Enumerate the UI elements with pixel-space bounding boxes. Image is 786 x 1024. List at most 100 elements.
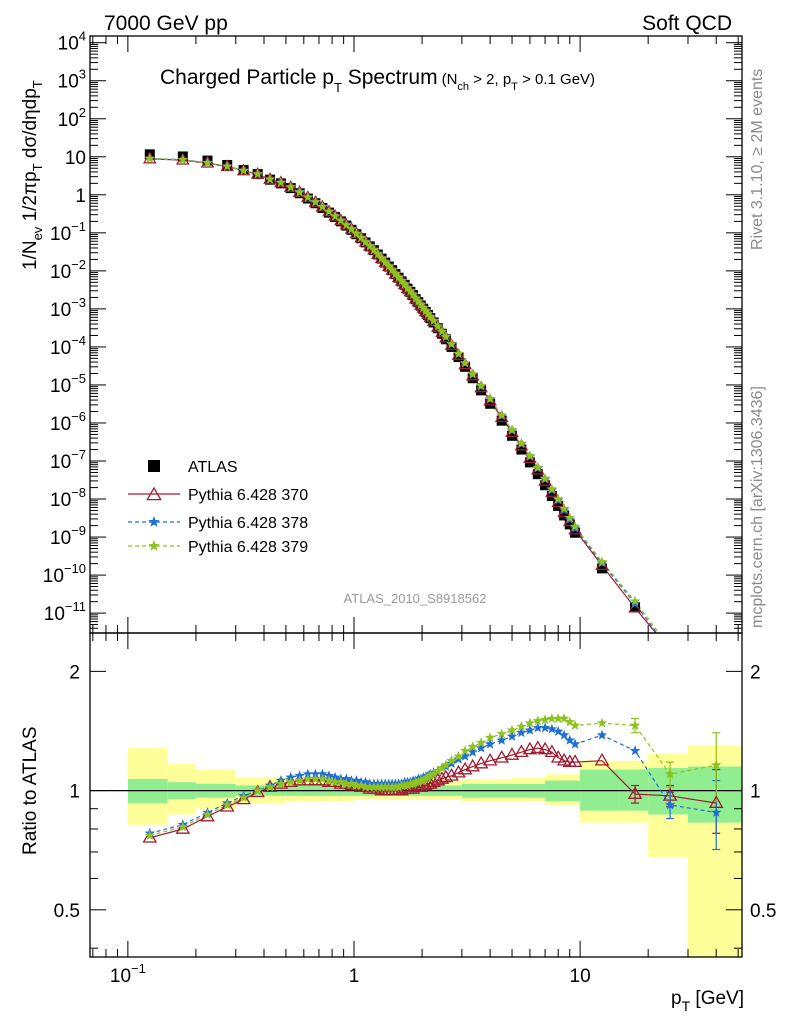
pythia-6-428-370-ratio-point-53 — [504, 747, 520, 760]
pythia-6-428-379-ratio-point-61 — [564, 716, 575, 727]
pythia-6-428-379-ratio-point-64 — [629, 720, 641, 730]
ratio-uncertainty-bands — [90, 745, 742, 957]
pythia-6-428-379-main-point-59 — [553, 493, 564, 504]
pythia-6-428-379-main-point-7 — [275, 177, 287, 188]
pythia-6-428-379-ratio-point-55 — [524, 717, 536, 728]
pythia-6-428-379-ratio-point-3 — [222, 799, 233, 810]
pythia-6-428-379-ratio-point-51 — [484, 732, 496, 743]
pythia-6-428-370-ratio-point-44 — [434, 771, 450, 784]
pythia-6-428-379-main-point-12 — [317, 201, 328, 212]
pythia-6-428-379-ratio-point-12 — [317, 773, 328, 784]
ratio-ytick-label-right-0: 0.5 — [750, 901, 776, 922]
atlas-point-63 — [597, 563, 608, 574]
pythia-6-428-378-ratio-point-62 — [569, 738, 581, 749]
pythia-6-428-370-ratio-point-1 — [175, 821, 191, 834]
main-ytick-label--5: 10−5 — [50, 371, 86, 397]
pythia-6-428-379-ratio-point-18 — [351, 780, 362, 790]
pythia-6-428-370-ratio-point-46 — [444, 768, 459, 781]
pythia-6-428-370-main-point-49 — [465, 368, 480, 381]
pythia-6-428-378-ratio-point-60 — [558, 729, 570, 740]
pythia-6-428-379-ratio-point-14 — [329, 776, 341, 787]
pythia-6-428-379-main-point-34 — [407, 289, 419, 299]
pythia-6-428-379-ratio-point-41 — [425, 770, 436, 781]
legend-label-pythia-6-428-370: Pythia 6.428 370 — [188, 487, 308, 504]
x-axis-label: pT [GeV] — [671, 988, 744, 1014]
pythia-6-428-378-main-point-66 — [711, 696, 722, 706]
pythia-6-428-379-ratio-point-54 — [516, 721, 527, 732]
main-line-pythia-6-428-379 — [149, 158, 660, 633]
pythia-6-428-370-ratio-point-37 — [413, 779, 429, 793]
pythia-6-428-379-main-point-53 — [506, 424, 518, 435]
pythia-6-428-370-main-point-62 — [568, 522, 582, 535]
legend-marker-pythia-6-428-378 — [148, 516, 160, 527]
pythia-6-428-379-ratio-point-48 — [459, 745, 471, 756]
pythia-6-428-370-ratio-point-64 — [627, 786, 643, 799]
pythia-6-428-379-main-point-64 — [629, 595, 641, 606]
pythia-6-428-379-ratio-point-43 — [432, 765, 444, 776]
pythia-6-428-370-main-point-61 — [562, 514, 577, 527]
pythia-6-428-378-ratio-point-46 — [446, 758, 457, 768]
pythia-6-428-379-main-point-10 — [302, 191, 314, 202]
pythia-6-428-379-ratio-point-19 — [355, 780, 367, 790]
ratio-panel-marks — [142, 713, 724, 851]
pythia-6-428-379-ratio-point-9 — [294, 775, 305, 785]
ratio-ytick-label-left-0: 0.5 — [54, 901, 80, 922]
pythia-6-428-378-ratio-point-54 — [516, 727, 527, 738]
pythia-6-428-378-ratio-point-50 — [475, 742, 487, 753]
pythia-6-428-379-main-point-45 — [440, 331, 452, 342]
main-y-axis-label: 1/Nev 1/2πpT dσ/dηdpT — [20, 80, 45, 270]
pythia-6-428-379-ratio-point-65 — [664, 768, 676, 779]
pythia-6-428-378-ratio-point-61 — [564, 734, 575, 745]
main-line-pythia-6-428-378 — [149, 157, 658, 633]
main-ytick-label-4: 104 — [58, 29, 86, 55]
atlas-point-51 — [485, 398, 496, 409]
main-title: Charged Particle pT Spectrum (Nch > 2, pT… — [160, 66, 595, 95]
pythia-6-428-379-ratio-point-39 — [420, 773, 431, 784]
pythia-6-428-370-main-point-54 — [514, 438, 529, 451]
pythia-6-428-379-ratio-point-40 — [422, 771, 434, 782]
pythia-6-428-379-main-point-15 — [335, 215, 347, 225]
pythia-6-428-379-ratio-point-8 — [285, 776, 296, 787]
main-ytick-label-3: 103 — [58, 67, 86, 93]
atlas-point-61 — [564, 519, 575, 530]
main-ytick-label--3: 10−3 — [50, 295, 86, 321]
ratio-ytick-label-right-1: 1 — [750, 782, 761, 803]
pythia-6-428-379-main-point-26 — [383, 260, 394, 271]
pythia-6-428-378-ratio-point-52 — [496, 734, 507, 745]
pythia-6-428-379-main-point-16 — [341, 219, 352, 230]
pythia-6-428-370-main-point-59 — [551, 495, 566, 508]
pythia-6-428-379-main-point-43 — [432, 320, 444, 331]
pythia-6-428-379-main-point-52 — [496, 409, 507, 420]
pythia-6-428-370-ratio-point-0 — [142, 830, 158, 843]
pythia-6-428-378-ratio-point-51 — [484, 738, 496, 749]
pythia-6-428-378-ratio-point-53 — [506, 730, 518, 741]
pythia-6-428-379-main-point-4 — [238, 165, 249, 176]
pythia-6-428-379-main-point-40 — [422, 308, 434, 319]
pythia-6-428-370-ratio-point-52 — [494, 750, 510, 763]
main-ytick-label--2: 10−2 — [50, 257, 86, 283]
analysis-id-label: ATLAS_2010_S8918562 — [344, 591, 487, 606]
pythia-6-428-370-main-point-66 — [711, 694, 722, 704]
pythia-6-428-379-ratio-point-60 — [558, 713, 570, 723]
main-ytick-label--8: 10−8 — [50, 485, 86, 511]
pythia-6-428-379-main-point-48 — [459, 357, 471, 368]
pythia-6-428-379-main-point-2 — [202, 157, 213, 168]
pythia-6-428-379-ratio-point-15 — [335, 776, 347, 787]
pythia-6-428-370-ratio-point-11 — [308, 772, 323, 786]
pythia-6-428-370-main-point-51 — [483, 393, 497, 406]
ratio-y-axis-label: Ratio to ATLAS — [20, 727, 41, 856]
atlas-point-64 — [630, 602, 641, 613]
pythia-6-428-379-main-point-47 — [453, 348, 464, 359]
pythia-6-428-379-main-point-51 — [484, 393, 496, 404]
pythia-6-428-379-ratio-point-66 — [711, 759, 722, 770]
pythia-6-428-379-main-point-20 — [360, 236, 371, 247]
pythia-6-428-379-main-point-13 — [323, 206, 335, 217]
pythia-6-428-379-main-point-62 — [569, 521, 581, 531]
pythia-6-428-378-ratio-point-55 — [524, 724, 536, 735]
main-ytick-label-2: 102 — [58, 105, 86, 131]
pythia-6-428-379-ratio-point-11 — [310, 773, 321, 784]
pythia-6-428-370-ratio-point-60 — [556, 752, 572, 766]
atlas-point-59 — [553, 500, 564, 511]
pythia-6-428-370-main-point-65 — [664, 644, 675, 654]
pythia-6-428-370-main-point-48 — [458, 357, 472, 370]
